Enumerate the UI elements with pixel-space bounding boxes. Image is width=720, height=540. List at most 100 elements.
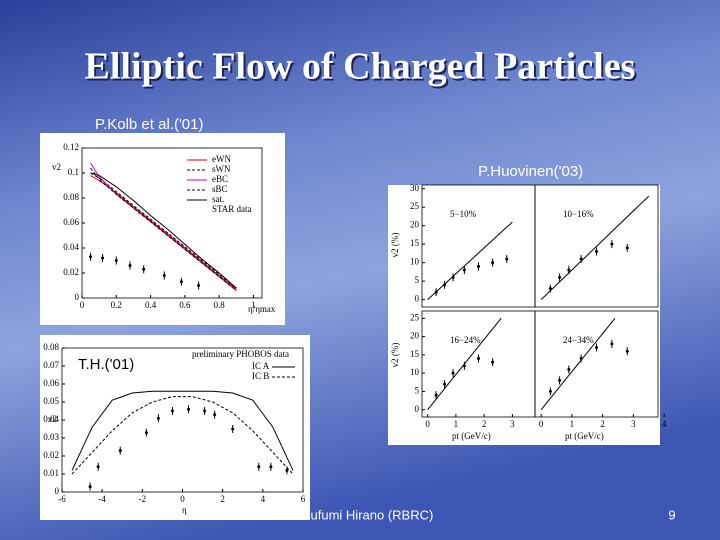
legend-label: sBC (212, 184, 228, 194)
x-tick-label: 2 (482, 419, 487, 429)
panel-label: 5−10% (450, 209, 477, 219)
y-tick-label: 25 (410, 201, 420, 211)
x-tick-label: 1 (251, 300, 256, 310)
x-tick-label: 3 (631, 419, 636, 429)
legend-label: sWN (212, 164, 231, 174)
data-point (477, 357, 480, 361)
curve (427, 221, 513, 300)
data-point (462, 364, 466, 368)
x-tick-label: 1 (454, 419, 459, 429)
data-point (269, 465, 273, 469)
x-tick-label: -2 (139, 494, 147, 504)
x-tick-label: 3 (510, 419, 515, 429)
legend-label: IC B (252, 371, 269, 381)
data-point (213, 413, 217, 417)
data-point (579, 357, 583, 361)
data-point (156, 416, 160, 420)
x-axis-label: pt (GeV/c) (452, 431, 491, 441)
title: Elliptic Flow of Charged Particles (85, 46, 636, 88)
legend-label: IC A (252, 361, 270, 371)
data-point (96, 465, 100, 469)
y-tick-label: 15 (410, 349, 420, 359)
y-tick-label: 0.08 (63, 192, 79, 202)
y-tick-label: 30 (410, 183, 420, 193)
y-tick-label: 0.05 (43, 396, 59, 406)
y-tick-label: 20 (410, 331, 420, 341)
curve (90, 172, 237, 289)
data-point (558, 378, 562, 382)
data-point (443, 382, 447, 386)
data-point (610, 242, 614, 246)
data-point (128, 264, 132, 267)
data-point (567, 367, 571, 371)
data-point (142, 267, 146, 271)
y-tick-label: 0.12 (63, 142, 79, 152)
x-tick-label: -6 (58, 494, 66, 504)
data-point (89, 255, 93, 259)
x-tick-label: 1 (570, 419, 575, 429)
data-point (162, 274, 166, 277)
y-tick-label: 0.02 (43, 450, 59, 460)
curve (71, 390, 294, 471)
y-tick-label: 15 (410, 238, 420, 248)
y-tick-label: 10 (410, 367, 420, 377)
y-tick-label: 0.08 (43, 342, 59, 352)
data-point (579, 257, 583, 261)
y-tick-label: 5 (415, 385, 420, 395)
x-tick-label: 0 (539, 419, 544, 429)
y-tick-label: 0.04 (43, 414, 59, 424)
x-tick-label: 4 (261, 494, 266, 504)
y-tick-label: 25 (410, 312, 420, 322)
y-tick-label: 0 (415, 294, 420, 304)
caption: P.Kolb et al.('01) (95, 116, 204, 133)
y-axis-label: v2 (%) (390, 343, 400, 368)
legend-label: sat. (212, 194, 224, 204)
data-point (505, 257, 509, 261)
data-point (595, 346, 598, 350)
data-point (443, 283, 447, 287)
x-axis-label: pt (GeV/c) (565, 431, 604, 441)
y-tick-label: 0.04 (63, 242, 79, 252)
data-point (434, 393, 438, 397)
data-point (491, 261, 495, 265)
x-tick-label: -4 (98, 494, 106, 504)
data-point (197, 284, 201, 287)
x-tick-label: 0 (80, 300, 85, 310)
panel-label: 10−16% (563, 209, 594, 219)
data-point (434, 290, 438, 294)
y-tick-label: 0 (55, 486, 60, 496)
data-point (451, 275, 455, 279)
y-tick-label: 20 (410, 220, 420, 230)
data-point (231, 427, 235, 431)
y-tick-label: 0.01 (43, 468, 59, 478)
x-tick-label: 2 (220, 494, 225, 504)
x-tick-label: 0 (180, 494, 185, 504)
x-axis-label: η (182, 505, 187, 515)
data-point (257, 465, 261, 469)
curve (71, 396, 294, 475)
data-point (170, 409, 174, 413)
caption: P.Huovinen('03) (478, 163, 583, 180)
legend-label: eWN (212, 154, 231, 164)
y-axis-label: v2 (%) (390, 233, 400, 258)
y-tick-label: 0.1 (68, 167, 79, 177)
panel-label: 24−34% (563, 335, 594, 345)
curve (540, 317, 616, 411)
title-shadow: Elliptic Flow of Charged Particles (87, 48, 638, 90)
curve (540, 195, 650, 300)
curve (90, 167, 237, 291)
axes-box (534, 184, 659, 308)
panel-label: 16−24% (450, 335, 481, 345)
data-point (203, 409, 207, 413)
y-tick-label: 0.03 (43, 432, 59, 442)
y-axis-label: v2 (52, 162, 61, 172)
data-point (451, 371, 455, 375)
data-point (285, 468, 289, 472)
axes-box (534, 310, 659, 418)
y-tick-label: 0 (415, 404, 420, 414)
plot-frame (40, 335, 310, 520)
data-point (88, 485, 92, 489)
data-point (625, 349, 629, 353)
y-tick-label: 0.06 (43, 378, 59, 388)
x-axis-label: η/ηmax (248, 304, 276, 314)
